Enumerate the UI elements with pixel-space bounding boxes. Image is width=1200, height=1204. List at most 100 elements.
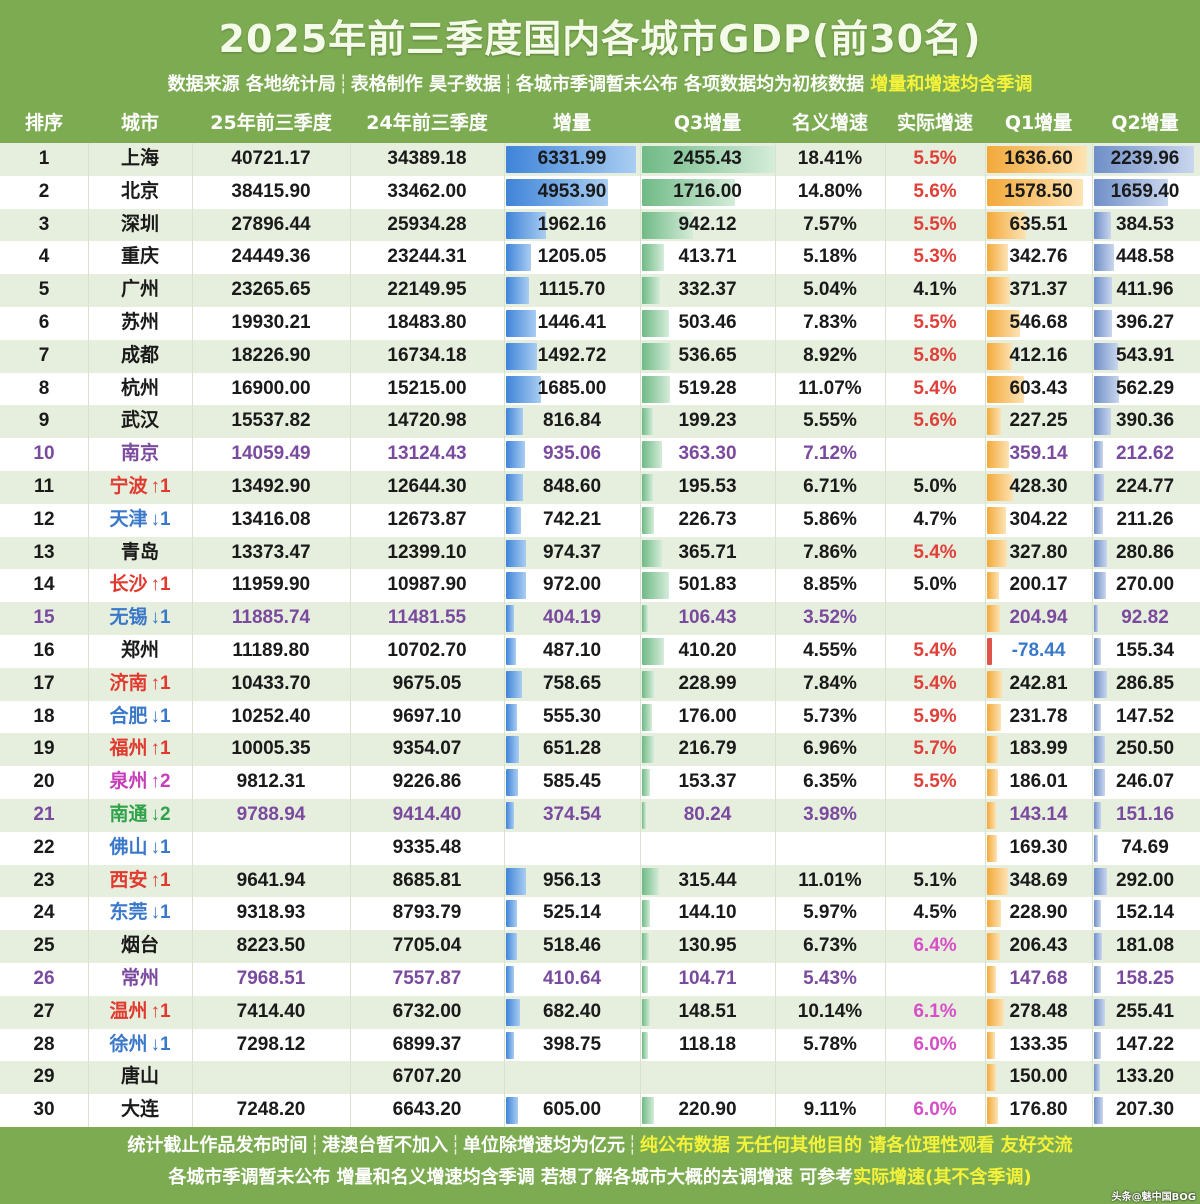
q2-increment-value: 207.30: [1115, 1099, 1175, 1121]
cell-gdp-2024: 9414.40: [350, 799, 504, 832]
column-divider: [192, 569, 193, 603]
column-divider: [775, 602, 776, 635]
rank-change-indicator: ↑1: [150, 475, 171, 497]
cell-gdp-2025: 13373.47: [192, 537, 350, 570]
cell-q2-increment: 92.82: [1092, 602, 1198, 635]
rank-value: 2: [38, 180, 50, 202]
q1-increment-bar: [987, 1097, 998, 1125]
column-divider: [88, 274, 89, 307]
table-row: 1 上海 40721.17 34389.18 6331.99 2455.43 18.41% 5…: [0, 143, 1200, 176]
cell-gdp-2025: 16900.00: [192, 373, 350, 406]
increment-value: 6331.99: [537, 148, 607, 169]
q3-increment-value: 501.83: [678, 574, 737, 596]
column-divider: [775, 930, 776, 963]
rank-change-indicator: ↓1: [150, 836, 171, 858]
q1-increment-value: 359.14: [1009, 443, 1068, 465]
column-divider: [885, 438, 886, 471]
rank-value: 27: [33, 1000, 55, 1022]
q2-increment-value: 133.20: [1115, 1066, 1175, 1088]
column-divider: [504, 995, 505, 1029]
q2-increment-bar: [1094, 900, 1101, 928]
column-divider: [192, 306, 193, 340]
cell-q2-increment: 562.29: [1092, 373, 1198, 406]
separator: ┆: [309, 1135, 321, 1156]
gdp-2025-value: 7248.20: [236, 1099, 306, 1121]
column-divider: [350, 175, 351, 209]
cell-rank: 12: [0, 504, 88, 537]
column-divider: [640, 700, 641, 734]
cell-increment: 410.64: [504, 963, 640, 996]
city-value: 南通: [109, 803, 148, 825]
column-divider: [1092, 175, 1093, 209]
nominal-growth-value: 5.04%: [803, 279, 857, 301]
q3-increment-value: 144.10: [678, 902, 737, 924]
table-row: 20 泉州 ↑2 9812.31 9226.86 585.45 153.37 6.35% 5.5…: [0, 766, 1200, 799]
cell-gdp-2025: 15537.82: [192, 405, 350, 438]
gdp-2024-value: 9354.07: [392, 738, 462, 760]
nominal-growth-value: 11.01%: [798, 869, 862, 891]
cell-city: 佛山 ↓1: [88, 832, 192, 865]
column-divider: [640, 897, 641, 931]
column-divider: [88, 372, 89, 406]
gdp-2025-value: 9318.93: [236, 902, 306, 924]
cell-real-growth: 5.5%: [885, 766, 985, 799]
city-value: 济南: [109, 672, 148, 694]
increment-value: 605.00: [542, 1099, 602, 1121]
column-divider: [88, 897, 89, 931]
real-growth-value: 5.5%: [913, 148, 957, 169]
rank-value: 5: [38, 279, 50, 301]
column-divider: [350, 1061, 351, 1095]
q1-increment-bar: [987, 965, 997, 993]
gdp-2024-value: 12673.87: [387, 508, 467, 530]
nominal-growth-value: 10.14%: [797, 1000, 863, 1022]
cell-rank: 14: [0, 569, 88, 602]
cell-q1-increment: 150.00: [985, 1061, 1092, 1094]
increment-value: 682.40: [542, 1000, 602, 1022]
table-row: 14 长沙 ↑1 11959.90 10987.90 972.00 501.83 8.85% 5…: [0, 569, 1200, 603]
nominal-growth-value: 4.55%: [803, 639, 857, 661]
q2-increment-value: 1659.40: [1110, 180, 1180, 202]
column-divider: [350, 1028, 351, 1062]
gdp-2025-value: 10433.70: [231, 672, 311, 694]
city-value: 武汉: [120, 410, 159, 432]
cell-gdp-2024: 23244.31: [350, 241, 504, 274]
column-divider: [885, 241, 886, 275]
increment-value: 585.45: [542, 771, 602, 793]
column-divider: [350, 897, 351, 931]
q2-increment-bar: [1094, 933, 1103, 961]
cell-city: 武汉: [88, 405, 192, 438]
increment-bar: [506, 473, 524, 501]
q1-increment-bar: [987, 539, 1008, 567]
column-divider: [885, 798, 886, 832]
column-divider: [88, 602, 89, 635]
cell-gdp-2024: 8685.81: [350, 865, 504, 898]
cell-city: 宁波 ↑1: [88, 471, 192, 504]
column-divider: [985, 733, 986, 767]
column-divider: [1092, 766, 1093, 799]
gdp-2024-value: 9697.10: [392, 705, 462, 727]
rank-value: 22: [33, 836, 55, 858]
gdp-2024-value: 25934.28: [387, 213, 467, 235]
column-divider: [350, 470, 351, 504]
real-growth-value: 5.6%: [913, 180, 957, 202]
table-row: 5 广州 23265.65 22149.95 1115.70 332.37 5.04% 4.1…: [0, 274, 1200, 307]
gdp-2025-value: 11189.80: [232, 639, 310, 661]
increment-value: 518.46: [542, 935, 602, 957]
cell-rank: 4: [0, 241, 88, 274]
cell-city: 西安 ↑1: [88, 865, 192, 898]
cell-city: 青岛: [88, 537, 192, 570]
column-divider: [88, 438, 89, 471]
table-row: 24 东莞 ↓1 9318.93 8793.79 525.14 144.10 5.97% 4.5…: [0, 897, 1200, 931]
rank-value: 29: [33, 1066, 55, 1088]
rank-value: 12: [33, 508, 55, 530]
footer-note-cutoff: 统计截止作品发布时间: [127, 1135, 308, 1156]
column-divider: [504, 602, 505, 635]
cell-q2-increment: 411.96: [1092, 274, 1198, 307]
cell-real-growth: [885, 799, 985, 832]
cell-q1-increment: 143.14: [985, 799, 1092, 832]
column-divider: [640, 438, 641, 471]
q3-increment-value: 130.95: [678, 935, 737, 957]
cell-real-growth: 5.5%: [885, 209, 985, 242]
cell-gdp-2025: [192, 1061, 350, 1094]
cell-q1-increment: 635.51: [985, 209, 1092, 242]
